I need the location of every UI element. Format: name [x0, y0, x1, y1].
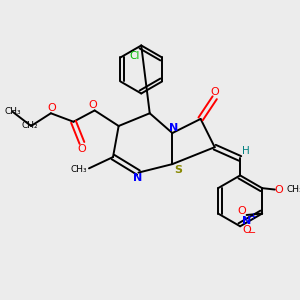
- Text: N: N: [133, 173, 142, 183]
- Text: CH₂: CH₂: [21, 122, 38, 130]
- Text: O: O: [275, 184, 284, 195]
- Text: Cl: Cl: [129, 51, 139, 61]
- Text: O: O: [242, 225, 251, 235]
- Text: H: H: [242, 146, 250, 156]
- Text: O: O: [47, 103, 56, 112]
- Text: CH₃: CH₃: [71, 165, 87, 174]
- Text: O: O: [89, 100, 98, 110]
- Text: N: N: [169, 123, 178, 133]
- Text: +: +: [249, 212, 256, 221]
- Text: O: O: [210, 86, 219, 97]
- Text: N: N: [242, 216, 251, 226]
- Text: O: O: [237, 206, 246, 216]
- Text: CH₃: CH₃: [286, 185, 300, 194]
- Text: O: O: [78, 144, 86, 154]
- Text: S: S: [175, 165, 183, 175]
- Text: CH₃: CH₃: [4, 107, 21, 116]
- Text: −: −: [248, 228, 256, 238]
